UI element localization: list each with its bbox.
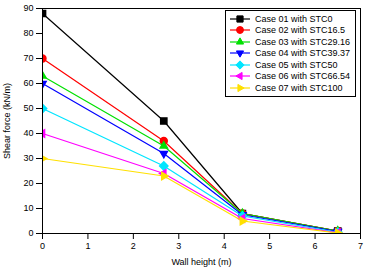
svg-text:Shear force (kN/m): Shear force (kN/m) bbox=[2, 83, 12, 159]
html-text:Case 07 with STC100: Case 07 with STC100 bbox=[254, 82, 343, 93]
html-text:Case 04 with STC39.37: Case 04 with STC39.37 bbox=[254, 48, 350, 59]
svg-text:7: 7 bbox=[358, 241, 363, 251]
svg-text:80: 80 bbox=[23, 28, 33, 38]
html-text:Case 05 with STC50: Case 05 with STC50 bbox=[254, 59, 338, 70]
svg-text:4: 4 bbox=[222, 241, 227, 251]
svg-text:40: 40 bbox=[23, 128, 33, 138]
svg-text:10: 10 bbox=[23, 203, 33, 213]
svg-text:5: 5 bbox=[267, 241, 272, 251]
html-text:Case 03 with STC29.16: Case 03 with STC29.16 bbox=[254, 36, 350, 47]
svg-text:50: 50 bbox=[23, 103, 33, 113]
svg-text:70: 70 bbox=[23, 53, 33, 63]
svg-text:6: 6 bbox=[313, 241, 318, 251]
html-text:Case 02 with STC16.5: Case 02 with STC16.5 bbox=[254, 25, 345, 36]
svg-text:0: 0 bbox=[40, 241, 45, 251]
svg-text:30: 30 bbox=[23, 153, 33, 163]
svg-text:1: 1 bbox=[85, 241, 90, 251]
html-text:Case 01 with STC0: Case 01 with STC0 bbox=[254, 13, 333, 24]
svg-text:60: 60 bbox=[23, 78, 33, 88]
svg-text:3: 3 bbox=[176, 241, 181, 251]
html-text:Case 06 with STC66.54: Case 06 with STC66.54 bbox=[254, 71, 350, 82]
svg-text:Wall height (m): Wall height (m) bbox=[171, 257, 231, 267]
svg-text:0: 0 bbox=[28, 228, 33, 238]
svg-text:2: 2 bbox=[131, 241, 136, 251]
svg-text:20: 20 bbox=[23, 178, 33, 188]
svg-text:90: 90 bbox=[23, 3, 33, 13]
